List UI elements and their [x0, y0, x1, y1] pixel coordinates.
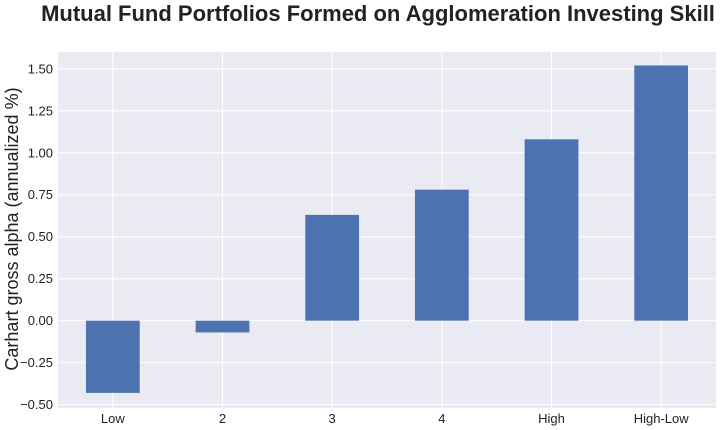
- bar-3: [305, 214, 360, 321]
- x-tick-label: High: [538, 411, 565, 426]
- x-tick-label: 2: [219, 411, 226, 426]
- y-axis-ticks: −0.50 −0.25 0.00 0.25 0.50 0.75 1.00 1.25 1.50: [20, 61, 53, 412]
- chart-title: Mutual Fund Portfolios Formed on Agglome…: [41, 1, 715, 26]
- y-tick-label: 1.50: [28, 61, 53, 76]
- y-tick-label: 0.25: [28, 271, 53, 286]
- x-tick-label: 3: [329, 411, 336, 426]
- plot-area: [58, 52, 716, 408]
- y-tick-label: 0.75: [28, 187, 53, 202]
- bar-4: [414, 189, 469, 321]
- y-tick-label: −0.50: [20, 397, 53, 412]
- y-tick-label: 1.25: [28, 103, 53, 118]
- y-tick-label: 0.00: [28, 313, 53, 328]
- y-axis-label: Carhart gross alpha (annualized %): [2, 87, 22, 370]
- y-tick-label: −0.25: [20, 355, 53, 370]
- y-tick-label: 1.00: [28, 145, 53, 160]
- x-axis-ticks: Low 2 3 4 High High-Low: [101, 411, 689, 426]
- bar-high-low: [634, 65, 689, 321]
- x-tick-label: High-Low: [634, 411, 690, 426]
- x-tick-label: Low: [101, 411, 125, 426]
- bar-2: [195, 320, 250, 333]
- y-tick-label: 0.50: [28, 229, 53, 244]
- bar-high: [524, 139, 579, 321]
- x-tick-label: 4: [438, 411, 445, 426]
- bars: [85, 65, 689, 393]
- bar-low: [85, 320, 140, 393]
